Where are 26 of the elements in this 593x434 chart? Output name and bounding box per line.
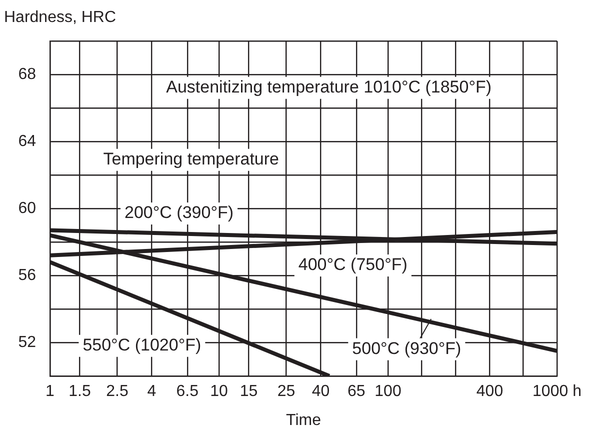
y-tick-label: 60 <box>18 200 36 217</box>
y-tick-label: 64 <box>18 132 36 150</box>
series-label: 200°C (390°F) <box>124 203 234 222</box>
x-axis-title: Time <box>286 412 322 429</box>
x-tick-label: 1000 h <box>532 383 582 400</box>
x-tick-label: 1.5 <box>68 383 91 400</box>
annotation: Tempering temperature <box>103 150 279 169</box>
y-axis-title: Hardness, HRC <box>4 9 116 26</box>
x-tick-label: 15 <box>240 383 258 400</box>
y-tick-label: 68 <box>18 66 36 83</box>
x-tick-label: 25 <box>277 383 296 400</box>
x-tick-label: 10 <box>210 383 228 400</box>
series-label: 400°C (750°F) <box>298 255 408 274</box>
x-tick-label: 6.5 <box>176 383 199 400</box>
x-tick-label: 400 <box>476 383 504 400</box>
y-tick-label: 52 <box>18 334 36 351</box>
x-tick-label: 65 <box>347 383 366 400</box>
series-label: 550°C (1020°F) <box>82 336 202 355</box>
x-tick-label: 2.5 <box>106 383 128 400</box>
annotation: Austenitizing temperature 1010°C (1850°F) <box>166 78 492 97</box>
y-tick-label: 56 <box>18 266 36 284</box>
x-tick-label: 4 <box>147 383 156 400</box>
x-tick-label: 100 <box>374 383 402 400</box>
x-tick-label: 1 <box>46 383 55 400</box>
legend-label: 500°C (930°F) <box>352 338 462 358</box>
x-tick-label: 40 <box>312 383 330 400</box>
